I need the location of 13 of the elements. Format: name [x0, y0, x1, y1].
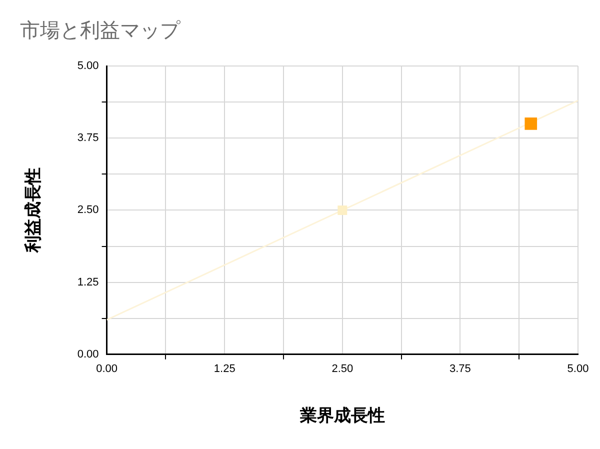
- y-tick-label: 0.00: [77, 348, 99, 360]
- chart-title: 市場と利益マップ: [20, 18, 181, 42]
- x-tick-label: 2.50: [332, 363, 354, 376]
- x-tick-label: 5.00: [567, 363, 589, 376]
- y-axis-title: 利益成長性: [24, 168, 44, 254]
- x-tick-label: 3.75: [449, 363, 471, 376]
- y-tick-label: 3.75: [77, 132, 99, 144]
- y-tick-label: 2.50: [77, 204, 99, 216]
- y-tick-label: 1.25: [77, 276, 99, 288]
- x-tick-label: 0.00: [96, 363, 118, 376]
- x-axis-title: 業界成長性: [298, 406, 385, 426]
- y-tick-label: 5.00: [77, 60, 99, 72]
- x-tick-label: 1.25: [214, 363, 236, 376]
